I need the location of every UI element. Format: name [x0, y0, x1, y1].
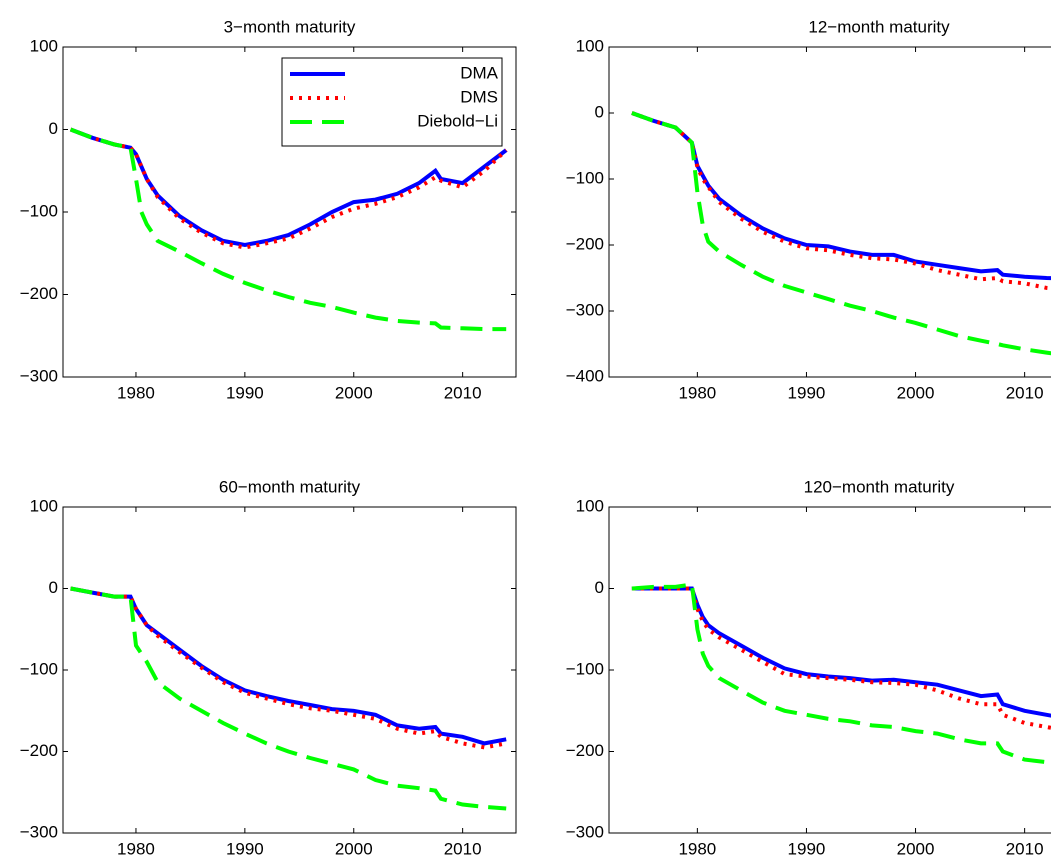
legend-label: Diebold−Li — [417, 111, 498, 130]
x-tick-label: 2000 — [335, 383, 373, 402]
subplot-title: 12−month maturity — [808, 17, 950, 36]
x-tick-label: 1990 — [226, 839, 264, 858]
axes-frame — [62, 46, 517, 378]
y-tick-label: −100 — [566, 168, 604, 187]
y-tick-label: 0 — [595, 102, 604, 121]
y-tick-label: −300 — [566, 822, 604, 841]
y-tick-label: 0 — [595, 578, 604, 597]
y-tick-label: 100 — [30, 36, 58, 55]
axes-background — [609, 507, 1051, 833]
y-tick-label: −100 — [20, 659, 58, 678]
y-tick-label: 100 — [576, 496, 604, 515]
series-line — [69, 127, 508, 248]
x-tick-label: 1980 — [678, 839, 716, 858]
axes-background — [609, 47, 1051, 377]
series-line — [631, 111, 1051, 356]
series-line — [69, 127, 507, 332]
x-tick-label: 1980 — [117, 839, 155, 858]
y-tick-label: −100 — [20, 201, 58, 220]
y-tick-label: −100 — [566, 659, 604, 678]
series-line — [631, 586, 1051, 730]
axes-frame — [608, 46, 1051, 378]
y-tick-label: 100 — [576, 36, 604, 55]
series-line — [70, 586, 507, 811]
x-tick-label: 2010 — [1006, 383, 1044, 402]
legend-label: DMA — [460, 63, 498, 82]
x-tick-label: 2010 — [444, 383, 482, 402]
x-tick-label: 1980 — [678, 383, 716, 402]
legend-label: DMS — [460, 87, 498, 106]
y-tick-label: 0 — [49, 578, 58, 597]
x-tick-label: 1990 — [788, 839, 826, 858]
x-tick-label: 1990 — [788, 383, 826, 402]
subplot-title: 120−month maturity — [804, 477, 955, 496]
x-tick-label: 1990 — [226, 383, 264, 402]
axes-frame — [608, 506, 1051, 834]
series-line — [631, 582, 1051, 765]
x-tick-label: 2000 — [897, 383, 935, 402]
y-tick-label: −300 — [20, 822, 58, 841]
y-tick-label: −200 — [566, 234, 604, 253]
axes-background — [63, 507, 516, 833]
y-tick-label: −200 — [566, 741, 604, 760]
x-tick-label: 1980 — [117, 383, 155, 402]
x-tick-label: 2000 — [335, 839, 373, 858]
axes-frame — [62, 506, 517, 834]
series-line — [70, 586, 507, 750]
x-tick-label: 2010 — [1006, 839, 1044, 858]
y-tick-label: −300 — [20, 366, 58, 385]
subplot-title: 3−month maturity — [224, 17, 356, 36]
y-tick-label: 0 — [49, 119, 58, 138]
y-tick-label: −400 — [566, 366, 604, 385]
x-tick-label: 2000 — [897, 839, 935, 858]
y-tick-label: 100 — [30, 496, 58, 515]
x-tick-label: 2010 — [444, 839, 482, 858]
y-tick-label: −200 — [20, 741, 58, 760]
y-tick-label: −200 — [20, 284, 58, 303]
subplot-title: 60−month maturity — [219, 477, 361, 496]
series-line — [69, 127, 508, 250]
y-tick-label: −300 — [566, 300, 604, 319]
